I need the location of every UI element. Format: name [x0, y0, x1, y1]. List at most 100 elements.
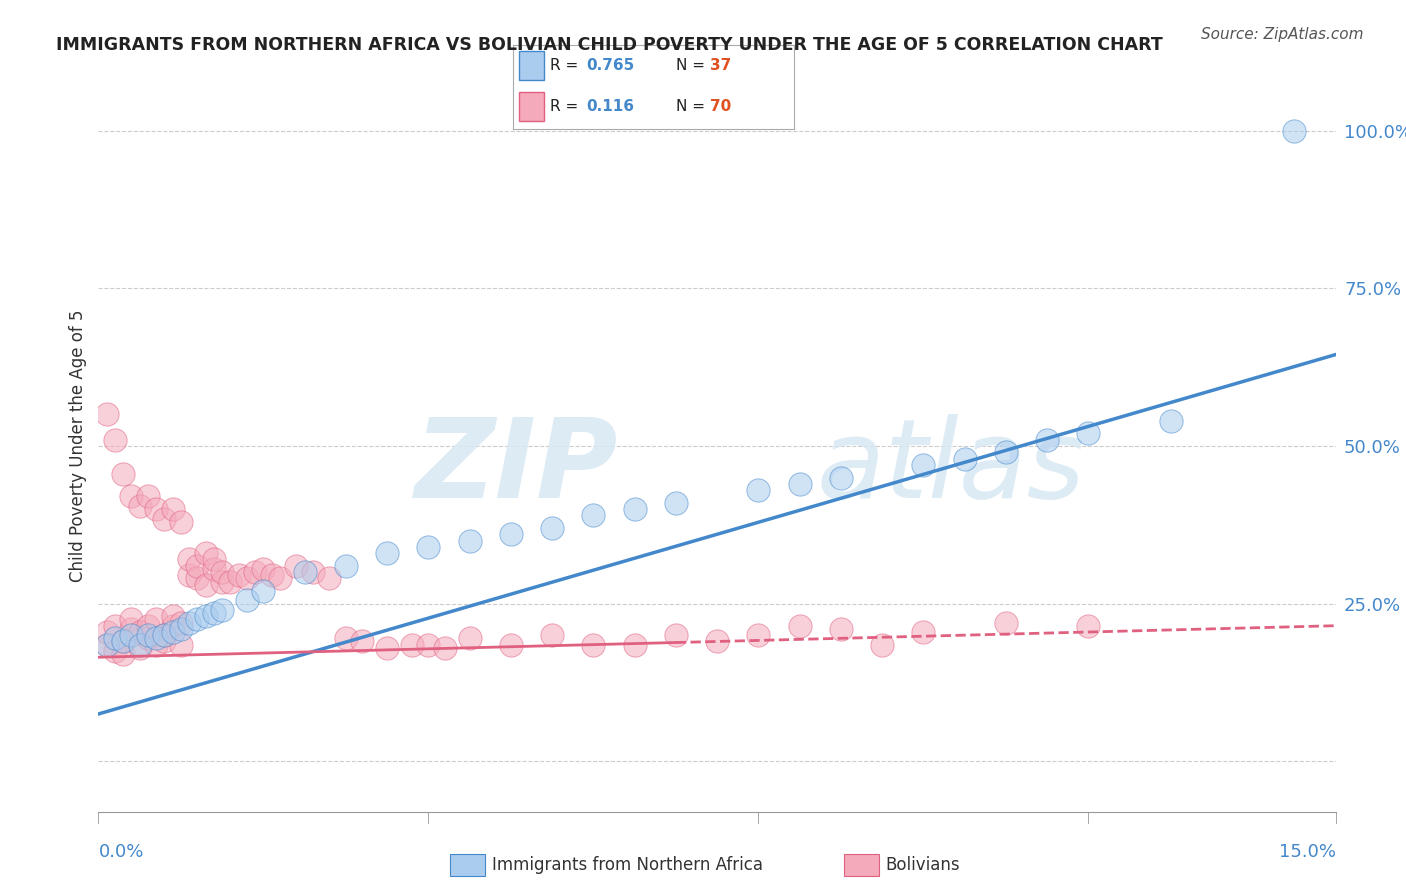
Point	[870, 638, 893, 652]
Point	[458, 533, 481, 548]
Point	[120, 612, 142, 626]
Point	[112, 647, 135, 661]
Point	[120, 628, 142, 642]
Point	[162, 502, 184, 516]
Point	[136, 628, 159, 642]
Point	[541, 628, 564, 642]
Point	[104, 632, 127, 646]
Point	[211, 565, 233, 579]
Text: N =: N =	[676, 58, 710, 73]
Point	[623, 502, 645, 516]
Point	[153, 628, 176, 642]
Point	[418, 540, 440, 554]
Text: Bolivians: Bolivians	[886, 856, 960, 874]
Point	[128, 625, 150, 640]
Point	[236, 571, 259, 585]
Point	[104, 618, 127, 632]
Point	[499, 638, 522, 652]
Point	[112, 634, 135, 648]
Point	[582, 508, 605, 523]
Y-axis label: Child Poverty Under the Age of 5: Child Poverty Under the Age of 5	[69, 310, 87, 582]
Text: ZIP: ZIP	[415, 415, 619, 522]
Point	[1036, 433, 1059, 447]
Point	[582, 638, 605, 652]
Point	[194, 609, 217, 624]
Point	[202, 552, 225, 566]
Point	[1077, 426, 1099, 441]
Point	[202, 562, 225, 576]
Point	[623, 638, 645, 652]
Point	[747, 628, 769, 642]
Point	[665, 496, 688, 510]
Point	[186, 558, 208, 573]
Point	[145, 502, 167, 516]
Point	[458, 632, 481, 646]
Point	[994, 615, 1017, 630]
Point	[211, 603, 233, 617]
Text: 15.0%: 15.0%	[1278, 843, 1336, 861]
Point	[706, 634, 728, 648]
Point	[294, 565, 316, 579]
Point	[179, 615, 201, 630]
Point	[211, 574, 233, 589]
Point	[269, 571, 291, 585]
Point	[953, 451, 976, 466]
Point	[1160, 414, 1182, 428]
Text: N =: N =	[676, 99, 710, 114]
Text: 0.116: 0.116	[586, 99, 634, 114]
Point	[1077, 618, 1099, 632]
Point	[252, 562, 274, 576]
Point	[96, 625, 118, 640]
Point	[170, 515, 193, 529]
Point	[186, 612, 208, 626]
Point	[162, 618, 184, 632]
Point	[318, 571, 340, 585]
Point	[112, 467, 135, 482]
Text: IMMIGRANTS FROM NORTHERN AFRICA VS BOLIVIAN CHILD POVERTY UNDER THE AGE OF 5 COR: IMMIGRANTS FROM NORTHERN AFRICA VS BOLIV…	[56, 36, 1163, 54]
Point	[401, 638, 423, 652]
Point	[665, 628, 688, 642]
Point	[136, 632, 159, 646]
Point	[153, 628, 176, 642]
Point	[179, 568, 201, 582]
Point	[418, 638, 440, 652]
Point	[128, 638, 150, 652]
Text: R =: R =	[550, 58, 583, 73]
Point	[1284, 124, 1306, 138]
Text: Immigrants from Northern Africa: Immigrants from Northern Africa	[492, 856, 763, 874]
Point	[541, 521, 564, 535]
Point	[170, 615, 193, 630]
Point	[912, 458, 935, 472]
Point	[96, 408, 118, 422]
Point	[499, 527, 522, 541]
Point	[186, 571, 208, 585]
Point	[335, 558, 357, 573]
Point	[153, 634, 176, 648]
Point	[285, 558, 308, 573]
Point	[352, 634, 374, 648]
Point	[243, 565, 266, 579]
Point	[912, 625, 935, 640]
Point	[202, 606, 225, 620]
Bar	[519, 52, 544, 80]
Point	[162, 625, 184, 640]
Point	[375, 640, 398, 655]
Point	[104, 644, 127, 658]
Point	[145, 632, 167, 646]
Point	[830, 622, 852, 636]
Point	[104, 433, 127, 447]
Text: 0.765: 0.765	[586, 58, 634, 73]
Point	[228, 568, 250, 582]
Point	[112, 634, 135, 648]
Point	[179, 552, 201, 566]
Point	[96, 638, 118, 652]
Point	[120, 490, 142, 504]
Point	[170, 622, 193, 636]
Point	[136, 490, 159, 504]
Point	[252, 584, 274, 599]
Point	[128, 499, 150, 513]
Point	[747, 483, 769, 497]
Point	[260, 568, 283, 582]
Text: atlas: atlas	[815, 415, 1084, 522]
Point	[194, 546, 217, 560]
